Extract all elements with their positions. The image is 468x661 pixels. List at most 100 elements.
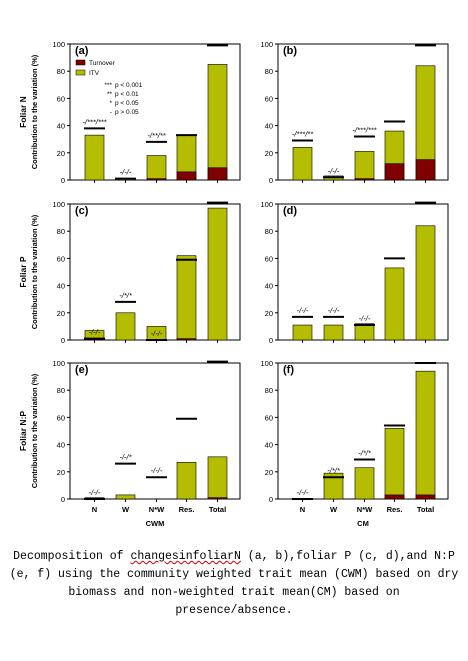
panel-3-significance-label: -/-/- [328,306,340,315]
caption-part-1: Decomposition of [13,550,131,563]
panel-5-x-tick-label: Res. [387,505,403,514]
panel-3-bar-itv [384,267,405,341]
panel-1-y-tick-label: 40 [265,122,273,131]
panel-4-y-tick-label: 80 [57,386,65,395]
panel-3-label: (d) [283,205,297,217]
row-1-axis-label: Contribution to the variation (%) [30,214,39,329]
panel-5-x-tick-label: N*W [357,505,373,514]
panel-1-label: (b) [283,45,297,57]
row-2-title: Foliar N:P [18,411,28,451]
panel-1-significance-label: -/***/** [292,130,314,139]
row-0-axis-label: Contribution to the variation (%) [30,54,39,169]
panel-3-y-tick-label: 40 [265,282,273,291]
panel-5-y-tick-label: 60 [265,413,273,422]
panel-5-bar-turnover [384,494,405,500]
panel-3-bar-itv [323,324,344,341]
panel-3-bar-itv [354,323,375,341]
panel-4-x-tick-label: N*W [149,505,165,514]
panel-2-bar-itv [115,312,136,341]
panel-0-bar-turnover [207,167,228,181]
legend-itv-swatch [75,69,86,76]
panel-3-y-tick-label: 0 [269,336,273,345]
legend-turnover-swatch [75,59,86,66]
panel-1-bar-itv [292,147,313,181]
row-0-title: Foliar N [18,96,28,128]
column-label-1: CM [357,519,369,528]
panel-1-bar-turnover [354,178,375,181]
panel-0-y-tick-label: 20 [57,149,65,158]
panel-0-significance-label: -/***/*** [82,117,107,126]
panel-4-bar-itv [207,456,228,500]
legend-significance-text: p > 0.05 [115,109,139,116]
panel-5-x-tick-label: N [300,505,305,514]
panel-1-y-tick-label: 60 [265,94,273,103]
panel-2-label: (c) [75,205,89,217]
panel-2-bar-itv [176,255,197,341]
panel-0-y-tick-label: 60 [57,94,65,103]
panel-5-bar-itv [384,427,405,500]
panel-0-bar-turnover [176,171,197,181]
panel-5-bar-turnover [415,494,436,500]
panel-4-y-tick-label: 20 [57,468,65,477]
caption-part-2: (a, b),foliar P (c, d),and N:P (e, f) us… [9,550,459,617]
panel-4-y-tick-label: 100 [52,359,65,368]
panel-4-y-tick-label: 0 [61,495,65,504]
panel-3-significance-label: -/-/- [297,306,309,315]
panel-4-x-tick-label: N [92,505,97,514]
panel-4-significance-label: -/-/- [89,488,101,497]
panel-0-significance-label: -/**/** [147,131,166,140]
panel-4-x-tick-label: Total [209,505,226,514]
legend-significance-key: ** [107,91,113,98]
panel-2-y-tick-label: 80 [57,227,65,236]
panel-3-y-tick-label: 20 [265,309,273,318]
panel-5-y-tick-label: 0 [269,495,273,504]
panel-0-y-tick-label: 0 [61,176,65,185]
panel-3-y-tick-label: 60 [265,254,273,263]
panel-1-bar-turnover [384,163,405,181]
row-1-title: Foliar P [18,256,28,288]
caption-misspelled-word: changesinfoliarN [130,550,241,563]
legend-significance-key: *** [104,82,112,89]
panel-0-bar-itv [84,134,105,181]
panel-4-x-tick-label: W [122,505,130,514]
panel-1-y-tick-label: 0 [269,176,273,185]
panel-2-bar-itv [207,207,228,341]
panel-5-y-tick-label: 40 [265,441,273,450]
legend-turnover-label: Turnover [89,60,116,67]
panel-2-y-tick-label: 60 [57,254,65,263]
panel-2-y-tick-label: 20 [57,309,65,318]
panel-3-bar-itv [292,324,313,341]
panel-2-y-tick-label: 100 [52,200,65,209]
panel-0-bar-turnover [146,178,167,181]
panel-4-label: (e) [75,364,89,376]
panel-0-bar-itv [146,155,167,181]
panel-4-plot-frame [69,362,241,500]
legend-itv-label: ITV [89,70,100,77]
panel-1-significance-label: -/***/*** [352,125,377,134]
panel-0-y-tick-label: 40 [57,122,65,131]
column-label-0: CWM [146,519,165,528]
panel-4-bar-turnover [207,497,228,500]
legend-significance-key: * [109,100,112,107]
panel-1-y-tick-label: 100 [260,40,273,49]
panel-1-y-tick-label: 20 [265,149,273,158]
panel-4-significance-label: -/-/* [119,453,132,462]
panel-5-y-tick-label: 20 [265,468,273,477]
panel-0-label: (a) [75,45,89,57]
panel-5-label: (f) [283,364,294,376]
panel-3-bar-itv [415,225,436,341]
panel-4-bar-itv [115,494,136,500]
panel-5-bar-itv [415,370,436,500]
panel-4-y-tick-label: 40 [57,441,65,450]
panel-0-y-tick-label: 100 [52,40,65,49]
panel-5-y-tick-label: 100 [260,359,273,368]
panel-1-bar-turnover [415,159,436,181]
row-2-axis-label: Contribution to the variation (%) [30,373,39,488]
panel-2-significance-label: -/-/- [89,328,101,337]
figure-caption: Decomposition of changesinfoliarN (a, b)… [8,548,460,620]
panel-5-significance-label: -/*/* [358,449,372,458]
panel-5-y-tick-label: 80 [265,386,273,395]
panel-3-y-tick-label: 80 [265,227,273,236]
panel-5-x-tick-label: W [330,505,338,514]
panel-4-bar-itv [176,461,197,500]
